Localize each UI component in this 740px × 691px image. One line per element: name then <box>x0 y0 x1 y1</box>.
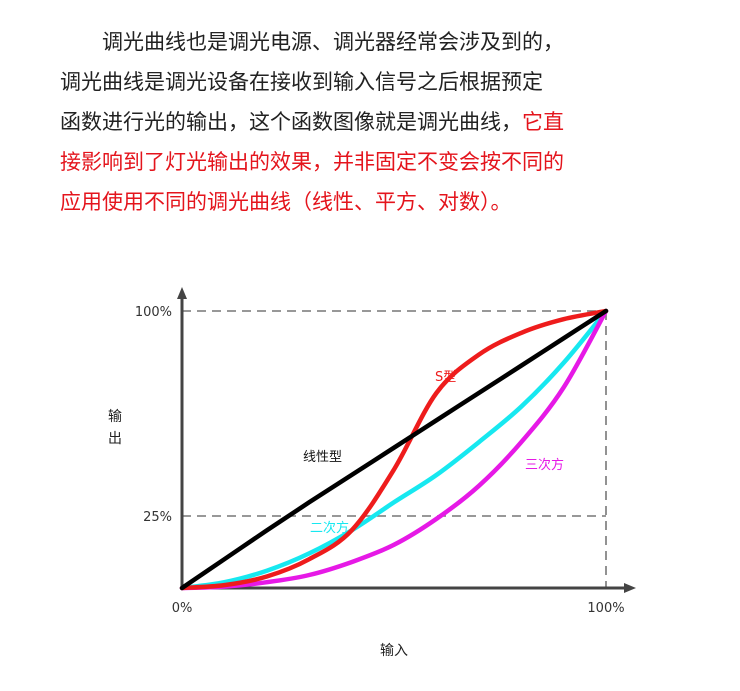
y-axis-label: 输出 <box>108 409 122 447</box>
series-label: 二次方 <box>310 520 349 536</box>
guide-lines <box>182 310 607 588</box>
highlight-line: 接影响到了灯光输出的效果，并非固定不变会按不同的 <box>60 150 564 174</box>
paragraph-line: 调光曲线也是调光电源、调光器经常会涉及到的， <box>60 30 564 54</box>
y-axis-arrow <box>177 287 187 299</box>
axes <box>177 287 636 593</box>
series-label: 线性型 <box>303 450 342 465</box>
x-tick-label: 100% <box>587 601 624 616</box>
series-line <box>179 308 609 591</box>
highlight-line: 应用使用不同的调光曲线（线性、平方、对数）。 <box>60 190 512 214</box>
series-line <box>179 308 609 591</box>
x-tick-label: 0% <box>172 601 193 616</box>
paragraph-text: 函数进行光的输出，这个函数图像就是调光曲线， <box>60 110 522 134</box>
x-axis-label: 输入 <box>380 643 408 659</box>
y-tick-label: 100% <box>135 305 172 320</box>
series-line <box>179 308 609 591</box>
series-label: 三次方 <box>525 457 564 473</box>
description-paragraph: 调光曲线也是调光电源、调光器经常会涉及到的， 调光曲线是调光设备在接收到输入信号… <box>60 22 700 222</box>
paragraph-line: 函数进行光的输出，这个函数图像就是调光曲线，它直 <box>60 102 700 142</box>
series-line <box>179 308 609 591</box>
highlight-text: 它直 <box>522 110 564 134</box>
x-axis-arrow <box>624 583 636 593</box>
paragraph-line: 调光曲线是调光设备在接收到输入信号之后根据预定 <box>60 70 543 94</box>
series-label: S型 <box>435 370 456 385</box>
y-tick-label: 25% <box>143 510 172 525</box>
curves <box>179 308 609 591</box>
